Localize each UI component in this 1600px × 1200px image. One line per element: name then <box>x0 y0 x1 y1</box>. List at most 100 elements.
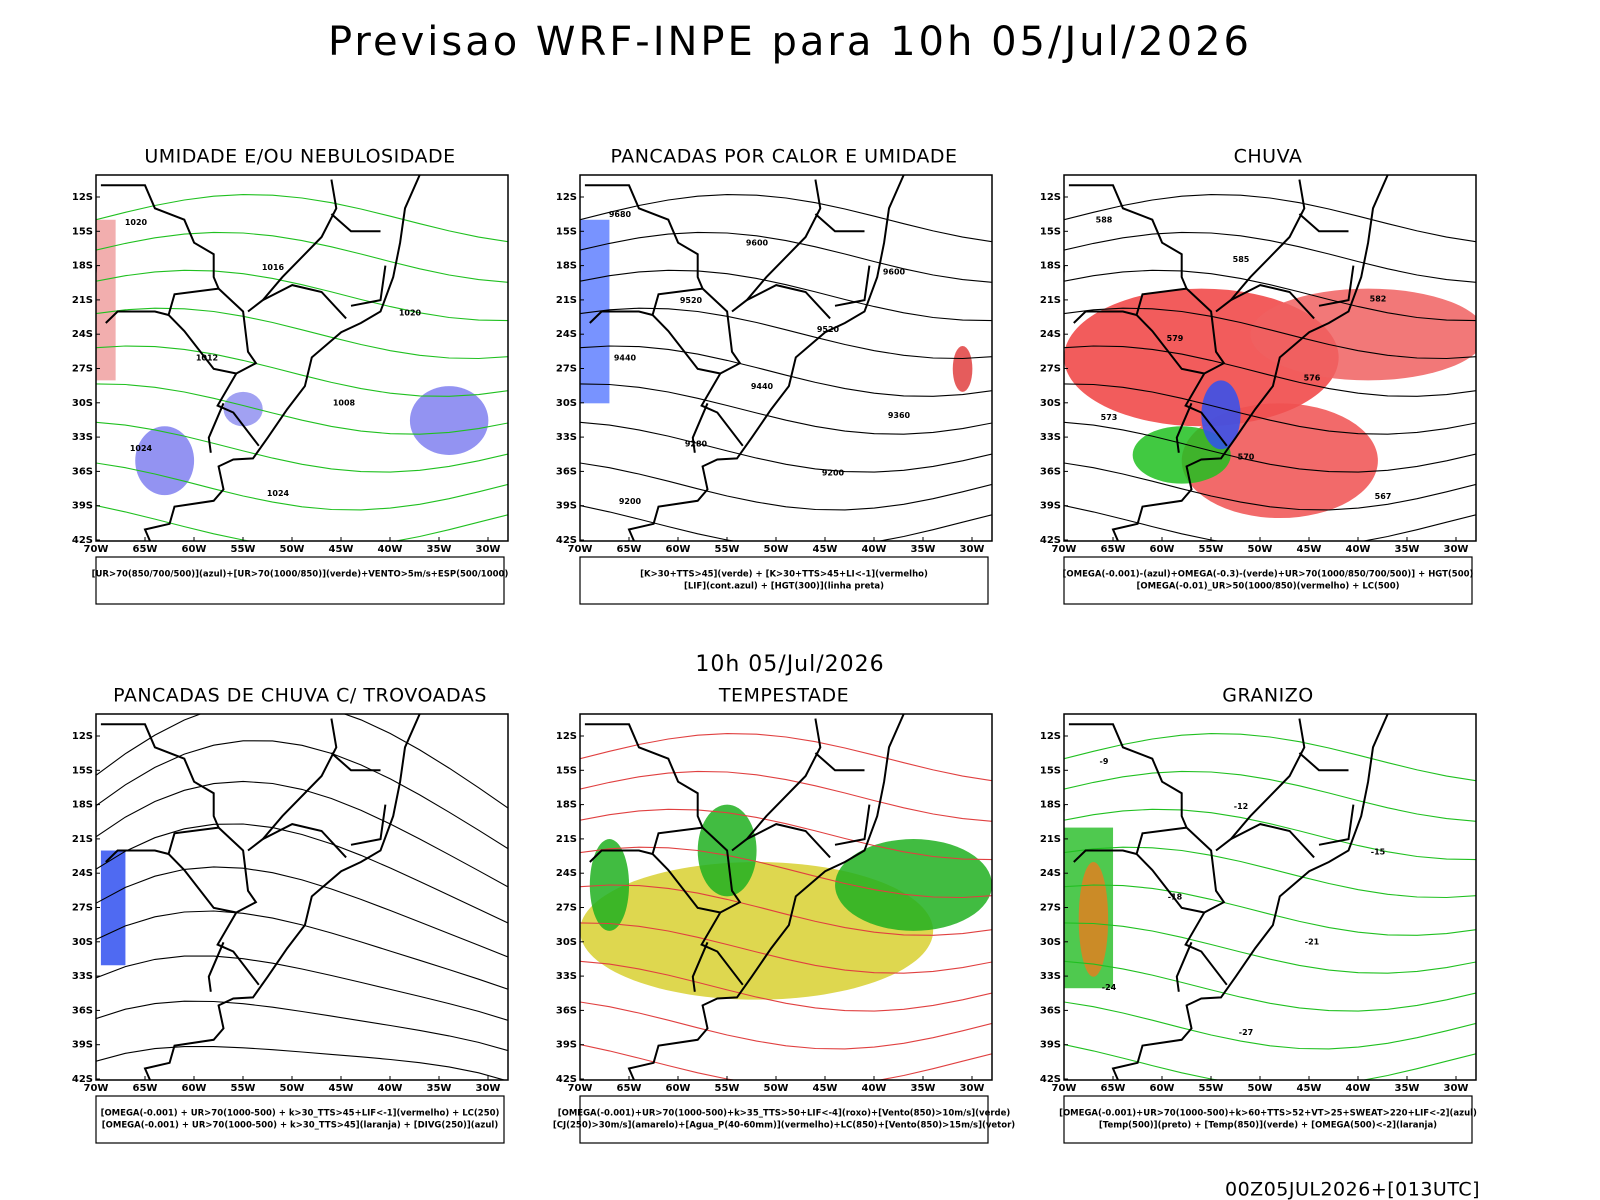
contour <box>1064 505 1476 541</box>
lon-label: 40W <box>1346 544 1371 555</box>
contour <box>580 231 992 283</box>
border <box>834 265 871 307</box>
border <box>651 287 721 375</box>
lon-label: 70W <box>84 1083 109 1094</box>
contour-label: 1016 <box>262 263 285 272</box>
lat-label: 18S <box>1040 800 1061 811</box>
contour <box>1064 345 1476 397</box>
border <box>1184 287 1228 447</box>
lon-label: 40W <box>378 544 403 555</box>
lat-label: 12S <box>1040 192 1061 203</box>
contour <box>1064 421 1476 473</box>
lat-label: 21S <box>556 834 577 845</box>
lat-label: 42S <box>556 535 577 546</box>
shaded-area <box>1132 426 1231 484</box>
border <box>691 402 709 453</box>
lat-label: 42S <box>1040 1074 1061 1085</box>
contour-label: -24 <box>1102 983 1117 992</box>
contour <box>96 823 508 924</box>
lat-label: 39S <box>556 1040 577 1051</box>
border <box>207 941 225 992</box>
contour-label: -27 <box>1239 1028 1253 1037</box>
map-panel: CHUVA 588 585 582 579 576 573 570 567 12S 15S 18S 21… <box>1040 146 1477 605</box>
lon-label: 30W <box>476 1083 501 1094</box>
contour <box>96 1046 507 1080</box>
lat-label: 36S <box>72 1005 93 1016</box>
contour <box>580 383 992 435</box>
legend-box <box>95 1095 505 1144</box>
lon-label: 70W <box>568 544 593 555</box>
lat-label: 15S <box>556 765 577 776</box>
contour <box>1064 194 1476 243</box>
contour-label: 9680 <box>609 210 632 219</box>
border <box>167 287 237 375</box>
contour <box>580 846 992 899</box>
map-frame <box>579 713 993 1081</box>
contour <box>96 740 508 850</box>
contour <box>96 955 508 1021</box>
lon-label: 45W <box>329 1083 354 1094</box>
lon-label: 60W <box>182 1083 207 1094</box>
coastline <box>1111 714 1389 1080</box>
border <box>1135 826 1205 914</box>
contour <box>96 462 508 511</box>
lat-label: 18S <box>556 261 577 272</box>
border <box>584 184 704 289</box>
contour-label: 1024 <box>267 489 290 498</box>
lon-label: 65W <box>1101 1083 1126 1094</box>
lon-label: 60W <box>1150 544 1175 555</box>
lat-label: 18S <box>556 800 577 811</box>
contour-label: 1020 <box>399 308 422 317</box>
panel-title: UMIDADE E/OU NEBULOSIDADE <box>144 146 455 168</box>
border <box>247 718 338 852</box>
lat-label: 24S <box>1040 868 1061 879</box>
border <box>262 284 347 320</box>
lat-label: 33S <box>556 971 577 982</box>
lat-label: 39S <box>72 501 93 512</box>
lat-label: 27S <box>556 364 577 375</box>
contour-label: 582 <box>1370 294 1387 303</box>
contour-label: 576 <box>1304 373 1321 382</box>
map-layer <box>1064 714 1476 1080</box>
border <box>1184 826 1228 986</box>
lon-label: 40W <box>1346 1083 1371 1094</box>
lon-label: 35W <box>427 1083 452 1094</box>
contour-label: 9200 <box>619 497 642 506</box>
border <box>105 310 169 324</box>
lat-label: 12S <box>1040 731 1061 742</box>
border <box>105 849 169 863</box>
contour <box>1064 770 1476 822</box>
lat-label: 24S <box>556 868 577 879</box>
contour-label: 1020 <box>125 218 148 227</box>
contour <box>1064 733 1476 782</box>
border <box>1175 941 1193 992</box>
contour <box>580 770 992 822</box>
lon-label: 35W <box>911 1083 936 1094</box>
map-frame <box>95 713 509 1081</box>
map-frame <box>95 174 509 542</box>
shaded-area <box>100 850 126 966</box>
border <box>1318 804 1355 846</box>
lon-label: 50W <box>280 1083 305 1094</box>
border <box>1135 287 1205 375</box>
lat-label: 27S <box>72 903 93 914</box>
lat-label: 36S <box>556 1005 577 1016</box>
lon-label: 40W <box>862 1083 887 1094</box>
map-layer <box>580 714 992 1080</box>
shaded-area <box>1078 862 1109 977</box>
lat-label: 33S <box>72 971 93 982</box>
contour <box>580 269 992 322</box>
lon-label: 50W <box>764 544 789 555</box>
contour <box>580 733 992 782</box>
legend-text: [CJ(250)>30m/s](amarelo)+[Agua_P(40-60mm… <box>553 1121 1015 1131</box>
lon-label: 30W <box>1444 1083 1469 1094</box>
lon-label: 65W <box>133 544 158 555</box>
lon-label: 40W <box>862 544 887 555</box>
border <box>1175 402 1193 453</box>
lat-label: 42S <box>556 1074 577 1085</box>
lat-label: 36S <box>556 466 577 477</box>
legend-text: [LIF](cont.azul) + [HGT(300)](linha pret… <box>684 582 884 592</box>
page-title: Previsao WRF-INPE para 10h 05/Jul/2026 <box>328 19 1252 65</box>
contour <box>580 1001 992 1050</box>
lon-label: 30W <box>960 1083 985 1094</box>
